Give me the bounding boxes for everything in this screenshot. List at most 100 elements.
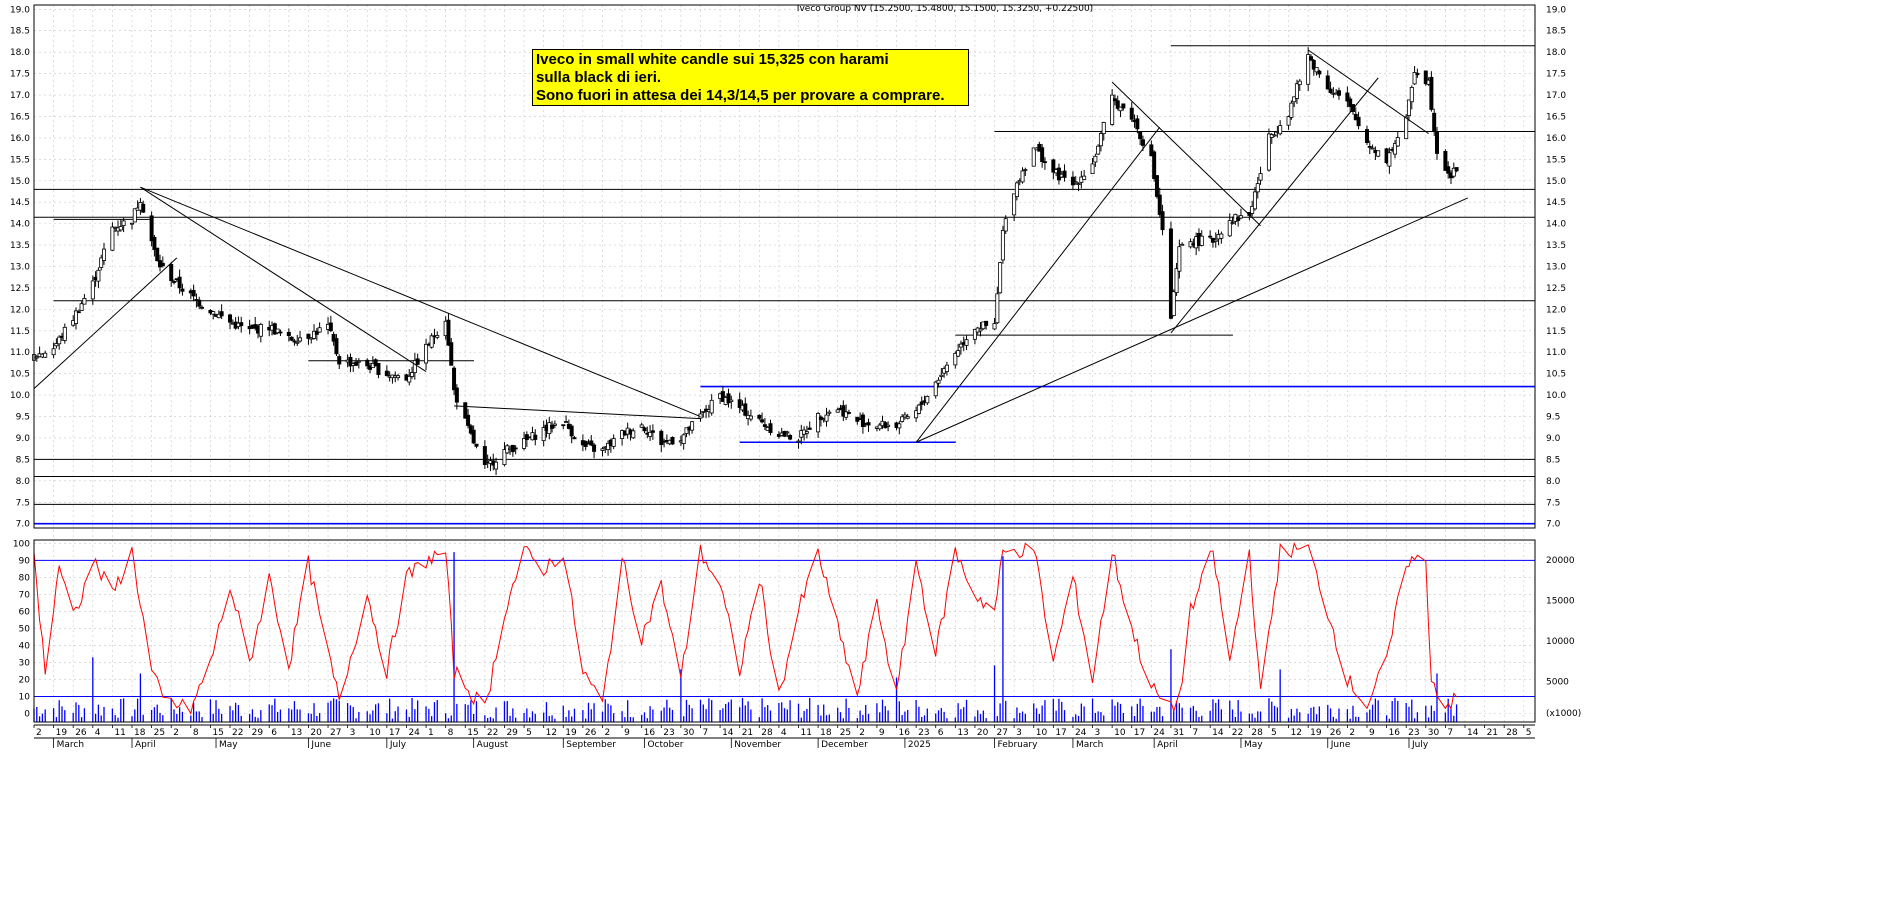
price-tick-right: 12.5 bbox=[1546, 284, 1566, 294]
x-month-label: September bbox=[566, 740, 616, 750]
candle-white bbox=[1171, 291, 1176, 317]
candle-white bbox=[132, 208, 137, 223]
trendline-2 bbox=[140, 186, 701, 418]
candle-black bbox=[1129, 107, 1134, 120]
candle-white bbox=[939, 374, 944, 377]
x-day-label: 26 bbox=[585, 728, 597, 738]
candle-black bbox=[1168, 228, 1173, 319]
x-day-label: 30 bbox=[683, 728, 695, 738]
candle-black bbox=[219, 311, 224, 317]
candle-black bbox=[1152, 151, 1157, 179]
candle-white bbox=[1409, 87, 1414, 103]
x-day-label: 2 bbox=[36, 728, 42, 738]
candle-black bbox=[468, 425, 473, 434]
candle-white bbox=[1404, 116, 1409, 140]
x-month-label: July bbox=[389, 740, 407, 750]
candle-white bbox=[1098, 133, 1103, 147]
price-tick-right: 10.5 bbox=[1546, 370, 1566, 380]
x-month-label: 2025 bbox=[908, 740, 931, 750]
x-day-label: 2 bbox=[859, 728, 865, 738]
candle-white bbox=[1012, 193, 1017, 216]
candle-white bbox=[900, 416, 905, 422]
price-tick-left: 17.5 bbox=[10, 70, 30, 80]
trendlines bbox=[33, 49, 1468, 443]
candle-white bbox=[522, 438, 527, 449]
x-day-label: 24 bbox=[408, 728, 420, 738]
candle-white bbox=[1014, 182, 1019, 198]
candle-black bbox=[1432, 112, 1437, 132]
x-day-label: 6 bbox=[271, 728, 277, 738]
price-tick-left: 12.0 bbox=[10, 305, 30, 315]
candle-white bbox=[258, 324, 263, 337]
candle-black bbox=[726, 393, 731, 404]
candle-black bbox=[228, 314, 233, 323]
candle-white bbox=[435, 335, 440, 338]
trendline-0 bbox=[33, 257, 178, 390]
x-month-label: February bbox=[998, 740, 1039, 750]
candle-black bbox=[365, 359, 370, 367]
price-tick-right: 17.5 bbox=[1546, 70, 1566, 80]
price-tick-left: 18.0 bbox=[10, 48, 30, 58]
candle-white bbox=[43, 352, 48, 358]
x-month-label: December bbox=[821, 740, 868, 750]
candle-white bbox=[796, 440, 801, 443]
price-tick-right: 7.0 bbox=[1546, 520, 1561, 530]
candle-black bbox=[737, 399, 742, 408]
candle-white bbox=[1093, 155, 1098, 163]
candle-black bbox=[1317, 70, 1322, 75]
x-day-label: 19 bbox=[565, 728, 577, 738]
candle-white bbox=[1238, 215, 1243, 219]
candle-white bbox=[1031, 147, 1036, 167]
candle-black bbox=[592, 444, 597, 452]
candle-white bbox=[1230, 222, 1235, 224]
x-day-label: 7 bbox=[1447, 728, 1453, 738]
candle-white bbox=[312, 330, 317, 339]
x-day-label: 5 bbox=[1526, 728, 1532, 738]
candle-black bbox=[1140, 139, 1145, 146]
candle-black bbox=[1429, 76, 1434, 110]
x-day-label: 6 bbox=[938, 728, 944, 738]
oscillator-line bbox=[33, 541, 1457, 715]
candle-white bbox=[275, 328, 280, 334]
candle-black bbox=[807, 427, 812, 430]
candle-white bbox=[429, 335, 434, 348]
candle-black bbox=[1434, 131, 1439, 154]
x-day-label: 21 bbox=[742, 728, 753, 738]
price-tick-right: 10.0 bbox=[1546, 391, 1566, 401]
x-day-label: 14 bbox=[1467, 728, 1479, 738]
candle-black bbox=[757, 414, 762, 419]
x-day-label: 4 bbox=[781, 728, 787, 738]
x-month-label: October bbox=[647, 740, 683, 750]
candle-black bbox=[306, 333, 311, 339]
candle-white bbox=[99, 257, 104, 268]
candle-black bbox=[452, 367, 457, 391]
candle-white bbox=[1003, 218, 1008, 232]
x-day-label: 10 bbox=[1114, 728, 1126, 738]
x-day-label: 5 bbox=[526, 728, 532, 738]
candle-black bbox=[818, 416, 823, 420]
price-tick-right: 8.0 bbox=[1546, 477, 1561, 487]
candle-white bbox=[701, 411, 706, 413]
price-tick-left: 17.0 bbox=[10, 91, 30, 101]
candle-black bbox=[200, 306, 205, 309]
price-tick-right: 15.5 bbox=[1546, 155, 1566, 165]
candle-white bbox=[74, 310, 79, 324]
candle-black bbox=[1051, 159, 1056, 173]
candle-white bbox=[925, 395, 930, 404]
candle-white bbox=[844, 411, 849, 418]
candle-white bbox=[82, 297, 87, 305]
candle-black bbox=[292, 340, 297, 343]
osc-tick: 70 bbox=[19, 590, 31, 600]
candle-black bbox=[149, 215, 154, 242]
x-day-label: 19 bbox=[56, 728, 68, 738]
candle-white bbox=[295, 341, 300, 344]
candle-black bbox=[373, 359, 378, 367]
x-day-label: 10 bbox=[1036, 728, 1048, 738]
x-day-label: 27 bbox=[997, 728, 1008, 738]
candle-black bbox=[152, 236, 157, 251]
x-day-label: 8 bbox=[193, 728, 199, 738]
candle-black bbox=[141, 203, 146, 213]
candle-black bbox=[1308, 56, 1313, 61]
x-day-label: 23 bbox=[1408, 728, 1419, 738]
candle-black bbox=[482, 446, 487, 465]
